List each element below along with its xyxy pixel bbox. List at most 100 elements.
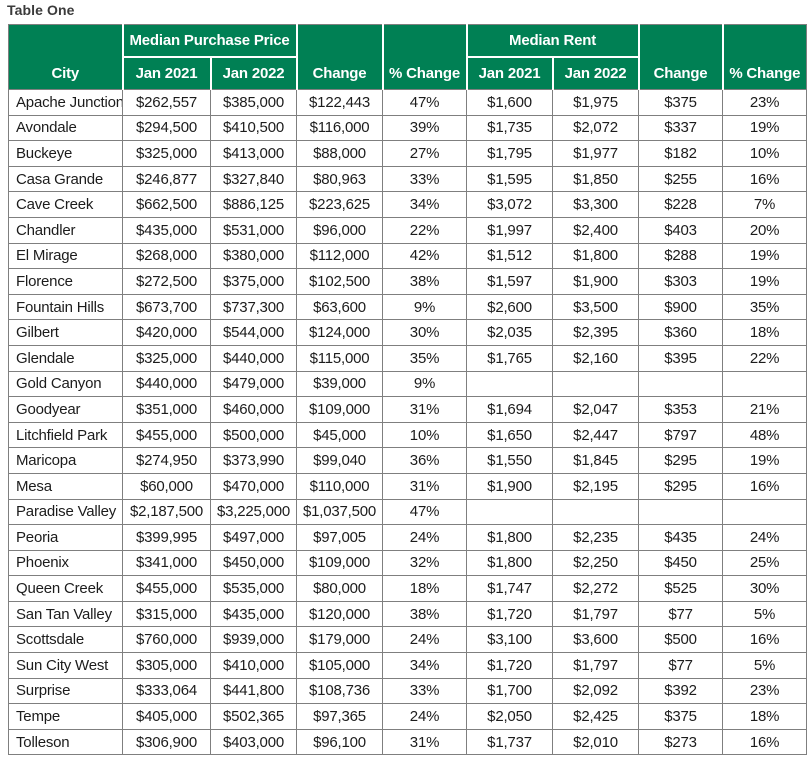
value-cell-rent-change: $797 [638, 421, 724, 449]
value-cell-rent-jan-2022: $1,845 [552, 447, 640, 474]
value-cell-rent-change: $303 [638, 268, 724, 295]
value-cell-rent-change [638, 370, 724, 398]
value-cell-rent-jan-2022: $2,272 [552, 575, 640, 602]
table-row: Apache Junction $262,557 $385,000 $122,443 4… [8, 89, 808, 116]
value-cell-purchase-jan-2021: $351,000 [122, 396, 211, 423]
column-header-city: City [8, 57, 123, 90]
value-cell-rent-jan-2021: $1,900 [466, 472, 554, 500]
value-cell-purchase-jan-2021: $341,000 [122, 549, 211, 577]
value-cell-rent-jan-2021: $1,720 [466, 652, 554, 679]
column-header-purchase-change: Change [295, 57, 383, 90]
value-cell-rent-pct-change [722, 498, 808, 526]
value-cell-purchase-change: $122,443 [296, 89, 384, 116]
value-cell-purchase-change: $109,000 [296, 396, 384, 423]
purchase-change-spacer [295, 24, 383, 57]
value-cell-rent-pct-change: 25% [722, 549, 808, 577]
value-cell-purchase-change: $109,000 [296, 549, 384, 577]
value-cell-rent-jan-2021: $1,720 [466, 600, 554, 628]
value-cell-purchase-jan-2021: $246,877 [122, 165, 211, 193]
value-cell-rent-jan-2021: $1,800 [466, 549, 554, 577]
value-cell-purchase-pct-change: 31% [382, 396, 468, 423]
table-row: Buckeye $325,000 $413,000 $88,000 27% $1,795 $… [8, 140, 808, 167]
value-cell-purchase-pct-change: 34% [382, 191, 468, 218]
value-cell-purchase-jan-2022: $373,990 [209, 447, 298, 474]
value-cell-purchase-jan-2022: $441,800 [209, 677, 298, 705]
city-cell: Buckeye [8, 140, 123, 167]
table-title: Table One [7, 2, 75, 18]
value-cell-rent-change: $353 [638, 396, 724, 423]
value-cell-rent-jan-2021 [466, 498, 554, 526]
data-table: Median Purchase Price Median Rent City Ja… [8, 24, 808, 756]
table-row: Avondale $294,500 $410,500 $116,000 39% $1,73… [8, 114, 808, 142]
city-cell: Scottsdale [8, 626, 123, 654]
column-header-rent-jan-2022: Jan 2022 [551, 57, 639, 90]
value-cell-purchase-jan-2021: $662,500 [122, 191, 211, 218]
value-cell-purchase-change: $108,736 [296, 677, 384, 705]
column-header-purchase-jan-2022: Jan 2022 [209, 57, 297, 90]
value-cell-rent-jan-2022: $2,072 [552, 114, 640, 142]
value-cell-rent-change: $450 [638, 549, 724, 577]
value-cell-rent-jan-2021: $3,100 [466, 626, 554, 654]
value-cell-purchase-jan-2022: $435,000 [209, 600, 298, 628]
table-row: Surprise $333,064 $441,800 $108,736 33% $1,70… [8, 677, 808, 705]
value-cell-rent-jan-2022: $2,395 [552, 319, 640, 346]
table-row: El Mirage $268,000 $380,000 $112,000 42% $1,5… [8, 242, 808, 270]
value-cell-purchase-jan-2022: $497,000 [209, 524, 298, 551]
value-cell-purchase-jan-2021: $306,900 [122, 728, 211, 756]
city-cell: Tolleson [8, 728, 123, 756]
city-cell: Maricopa [8, 447, 123, 474]
value-cell-purchase-jan-2021: $399,995 [122, 524, 211, 551]
value-cell-rent-pct-change: 16% [722, 472, 808, 500]
value-cell-rent-jan-2022: $1,797 [552, 652, 640, 679]
purchase-pct-change-spacer [381, 24, 467, 57]
value-cell-purchase-change: $115,000 [296, 344, 384, 372]
city-cell: Peoria [8, 524, 123, 551]
value-cell-rent-jan-2022 [552, 498, 640, 526]
value-cell-purchase-jan-2022: $500,000 [209, 421, 298, 449]
value-cell-rent-change: $228 [638, 191, 724, 218]
table-row: Scottsdale $760,000 $939,000 $179,000 24% $3,… [8, 626, 808, 654]
table-row: Goodyear $351,000 $460,000 $109,000 31% $1,69… [8, 396, 808, 423]
value-cell-rent-jan-2022: $1,977 [552, 140, 640, 167]
value-cell-purchase-pct-change: 33% [382, 165, 468, 193]
value-cell-purchase-jan-2022: $939,000 [209, 626, 298, 654]
value-cell-rent-jan-2021: $1,597 [466, 268, 554, 295]
value-cell-purchase-change: $120,000 [296, 600, 384, 628]
value-cell-purchase-change: $97,005 [296, 524, 384, 551]
value-cell-rent-pct-change: 19% [722, 114, 808, 142]
value-cell-purchase-jan-2021: $305,000 [122, 652, 211, 679]
value-cell-purchase-change: $80,963 [296, 165, 384, 193]
value-cell-purchase-jan-2021: $420,000 [122, 319, 211, 346]
value-cell-rent-pct-change: 7% [722, 191, 808, 218]
column-header-purchase-pct-change: % Change [381, 57, 467, 90]
value-cell-purchase-change: $179,000 [296, 626, 384, 654]
value-cell-purchase-pct-change: 42% [382, 242, 468, 270]
value-cell-purchase-jan-2021: $455,000 [122, 575, 211, 602]
header-group-row: Median Purchase Price Median Rent [8, 24, 807, 58]
value-cell-rent-jan-2022: $3,300 [552, 191, 640, 218]
value-cell-rent-pct-change: 18% [722, 319, 808, 346]
column-header-rent-jan-2021: Jan 2021 [465, 57, 553, 90]
value-cell-purchase-jan-2021: $673,700 [122, 293, 211, 321]
value-cell-rent-jan-2021 [466, 370, 554, 398]
value-cell-rent-change: $288 [638, 242, 724, 270]
table-row: San Tan Valley $315,000 $435,000 $120,000 38… [8, 600, 808, 628]
value-cell-rent-jan-2021: $3,072 [466, 191, 554, 218]
value-cell-purchase-jan-2022: $440,000 [209, 344, 298, 372]
city-cell: Litchfield Park [8, 421, 123, 449]
city-cell: Phoenix [8, 549, 123, 577]
value-cell-purchase-pct-change: 34% [382, 652, 468, 679]
value-cell-purchase-change: $96,000 [296, 216, 384, 244]
value-cell-purchase-pct-change: 47% [382, 498, 468, 526]
column-header-rent-change: Change [637, 57, 723, 90]
value-cell-purchase-jan-2021: $262,557 [122, 89, 211, 116]
value-cell-purchase-pct-change: 24% [382, 524, 468, 551]
city-cell: Surprise [8, 677, 123, 705]
value-cell-purchase-change: $102,500 [296, 268, 384, 295]
value-cell-rent-jan-2021: $2,600 [466, 293, 554, 321]
value-cell-purchase-change: $105,000 [296, 652, 384, 679]
value-cell-purchase-jan-2022: $410,500 [209, 114, 298, 142]
value-cell-rent-jan-2022: $2,010 [552, 728, 640, 756]
value-cell-rent-change [638, 498, 724, 526]
